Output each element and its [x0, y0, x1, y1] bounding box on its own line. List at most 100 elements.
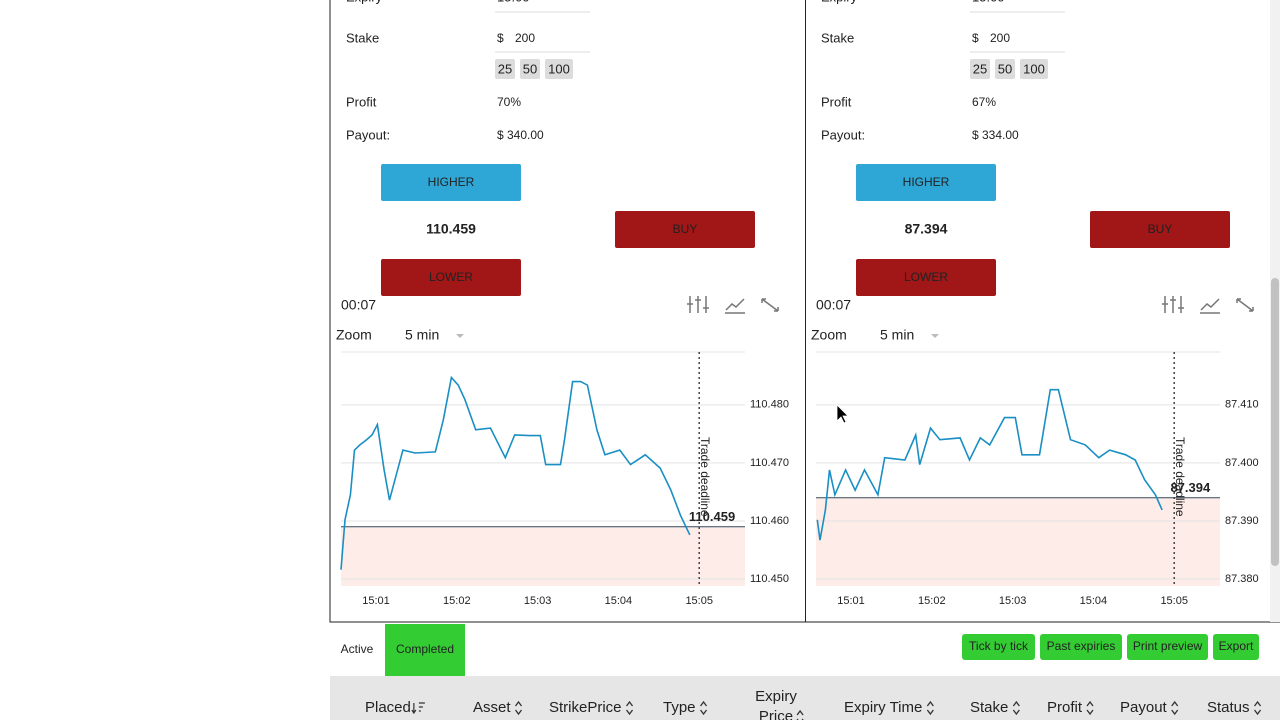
chart-type-icon[interactable]	[1200, 298, 1220, 314]
sort-icon[interactable]	[1254, 700, 1262, 716]
column-header[interactable]: Type	[663, 699, 696, 716]
x-tick-label: 15:02	[918, 595, 946, 607]
action-button[interactable]	[1127, 634, 1208, 660]
tab-completed-bg[interactable]	[385, 624, 465, 676]
lower-button[interactable]	[856, 259, 996, 296]
preset-label[interactable]: 50	[998, 61, 1012, 76]
sort-icon[interactable]	[796, 709, 804, 720]
x-tick-label: 15:03	[999, 595, 1027, 607]
column-header[interactable]: Profit	[1047, 699, 1083, 716]
action-label[interactable]: Tick by tick	[969, 639, 1029, 653]
sort-icon[interactable]	[1086, 700, 1094, 716]
profit-label: Profit	[821, 94, 852, 109]
x-tick-label: 15:03	[524, 595, 552, 607]
stake-label: Stake	[821, 30, 854, 45]
preset-button[interactable]	[545, 59, 573, 79]
preset-button[interactable]	[970, 59, 990, 79]
preset-button[interactable]	[1020, 59, 1048, 79]
column-header[interactable]: Status	[1207, 699, 1250, 716]
preset-label[interactable]: 100	[548, 61, 570, 76]
zoom-label: Zoom	[811, 327, 847, 343]
lower-button[interactable]	[381, 259, 521, 296]
payout: $ 334.00	[972, 128, 1019, 142]
y-tick-label: 87.380	[1225, 573, 1259, 585]
preset-label[interactable]: 50	[523, 61, 537, 76]
buy-button[interactable]	[1090, 211, 1230, 248]
chart-type-icon[interactable]	[725, 298, 745, 314]
action-button[interactable]	[962, 634, 1035, 660]
settings-icon[interactable]	[1162, 296, 1184, 313]
settings-icon[interactable]	[687, 296, 709, 313]
x-tick-label: 15:01	[362, 595, 390, 607]
sort-icon[interactable]	[514, 700, 523, 716]
action-button[interactable]	[1040, 634, 1122, 660]
preset-button[interactable]	[995, 59, 1015, 79]
zoom-select[interactable]: 5 min	[880, 327, 914, 343]
below-strike-area	[341, 526, 745, 586]
column-header[interactable]: Stake	[970, 699, 1008, 716]
x-tick-label: 15:04	[1080, 595, 1108, 607]
payout: $ 340.00	[497, 128, 544, 142]
lower-label[interactable]: LOWER	[429, 270, 473, 284]
zoom-arrow	[456, 334, 464, 338]
preset-label[interactable]: 25	[498, 61, 512, 76]
timer: 00:07	[816, 297, 851, 313]
lower-label[interactable]: LOWER	[904, 270, 948, 284]
higher-label[interactable]: HIGHER	[903, 175, 950, 189]
action-button[interactable]	[1213, 634, 1259, 660]
sort-icon[interactable]	[626, 700, 634, 716]
expiry-label: Expiry	[821, 0, 858, 4]
higher-button[interactable]	[856, 164, 996, 201]
payout-label: Payout:	[821, 127, 865, 142]
buy-button[interactable]	[615, 211, 755, 248]
action-label[interactable]: Print preview	[1133, 639, 1203, 653]
stake: 200	[990, 31, 1010, 45]
zoom-select[interactable]: 5 min	[405, 327, 439, 343]
current-price-label: 87.394	[1170, 480, 1211, 495]
sort-icon[interactable]	[926, 700, 934, 716]
action-label[interactable]: Past expiries	[1047, 639, 1116, 653]
sort-icon[interactable]	[1012, 700, 1020, 716]
expiry: 15:00	[497, 0, 530, 4]
profit-label: Profit	[346, 94, 377, 109]
preset-button[interactable]	[520, 59, 540, 79]
expand-icon[interactable]	[1236, 298, 1254, 312]
preset-label[interactable]: 100	[1023, 61, 1045, 76]
column-header[interactable]: Asset	[473, 699, 511, 716]
buy-label[interactable]: BUY	[1148, 222, 1173, 236]
tab-active[interactable]: Active	[341, 642, 374, 656]
profit: 70%	[497, 95, 521, 109]
column-header[interactable]: Expiry Time	[844, 699, 922, 716]
column-header[interactable]: StrikePrice	[549, 699, 622, 716]
higher-label[interactable]: HIGHER	[428, 175, 475, 189]
scrollbar-thumb[interactable]	[1271, 278, 1279, 566]
preset-label[interactable]: 25	[973, 61, 987, 76]
preset-button[interactable]	[495, 59, 515, 79]
action-label[interactable]: Export	[1219, 639, 1254, 653]
deadline-label: Trade deadline	[1173, 437, 1187, 517]
x-tick-label: 15:02	[443, 595, 471, 607]
y-tick-label: 110.480	[750, 399, 789, 411]
column-header[interactable]: Price	[759, 708, 793, 720]
buy-label[interactable]: BUY	[673, 222, 698, 236]
price: 87.394	[905, 221, 948, 237]
expand-icon[interactable]	[761, 298, 779, 312]
tab-completed[interactable]: Completed	[396, 642, 454, 656]
price: 110.459	[426, 221, 476, 237]
deadline-label: Trade deadline	[698, 437, 712, 517]
column-header[interactable]: Placed	[365, 699, 411, 716]
column-header[interactable]: Expiry	[755, 688, 797, 705]
sort-icon[interactable]	[700, 700, 708, 716]
y-tick-label: 87.390	[1225, 515, 1259, 527]
column-header[interactable]: Payout	[1120, 699, 1168, 716]
higher-button[interactable]	[381, 164, 521, 201]
x-tick-label: 15:05	[1160, 595, 1188, 607]
x-tick-label: 15:01	[837, 595, 865, 607]
sort-icon[interactable]	[1171, 700, 1179, 716]
sort-desc-icon[interactable]	[411, 702, 425, 715]
expiry-label: Expiry	[346, 0, 383, 4]
y-tick-label: 87.400	[1225, 457, 1259, 469]
stake-label: Stake	[346, 30, 379, 45]
expiry: 15:00	[972, 0, 1005, 4]
y-tick-label: 87.410	[1225, 399, 1259, 411]
